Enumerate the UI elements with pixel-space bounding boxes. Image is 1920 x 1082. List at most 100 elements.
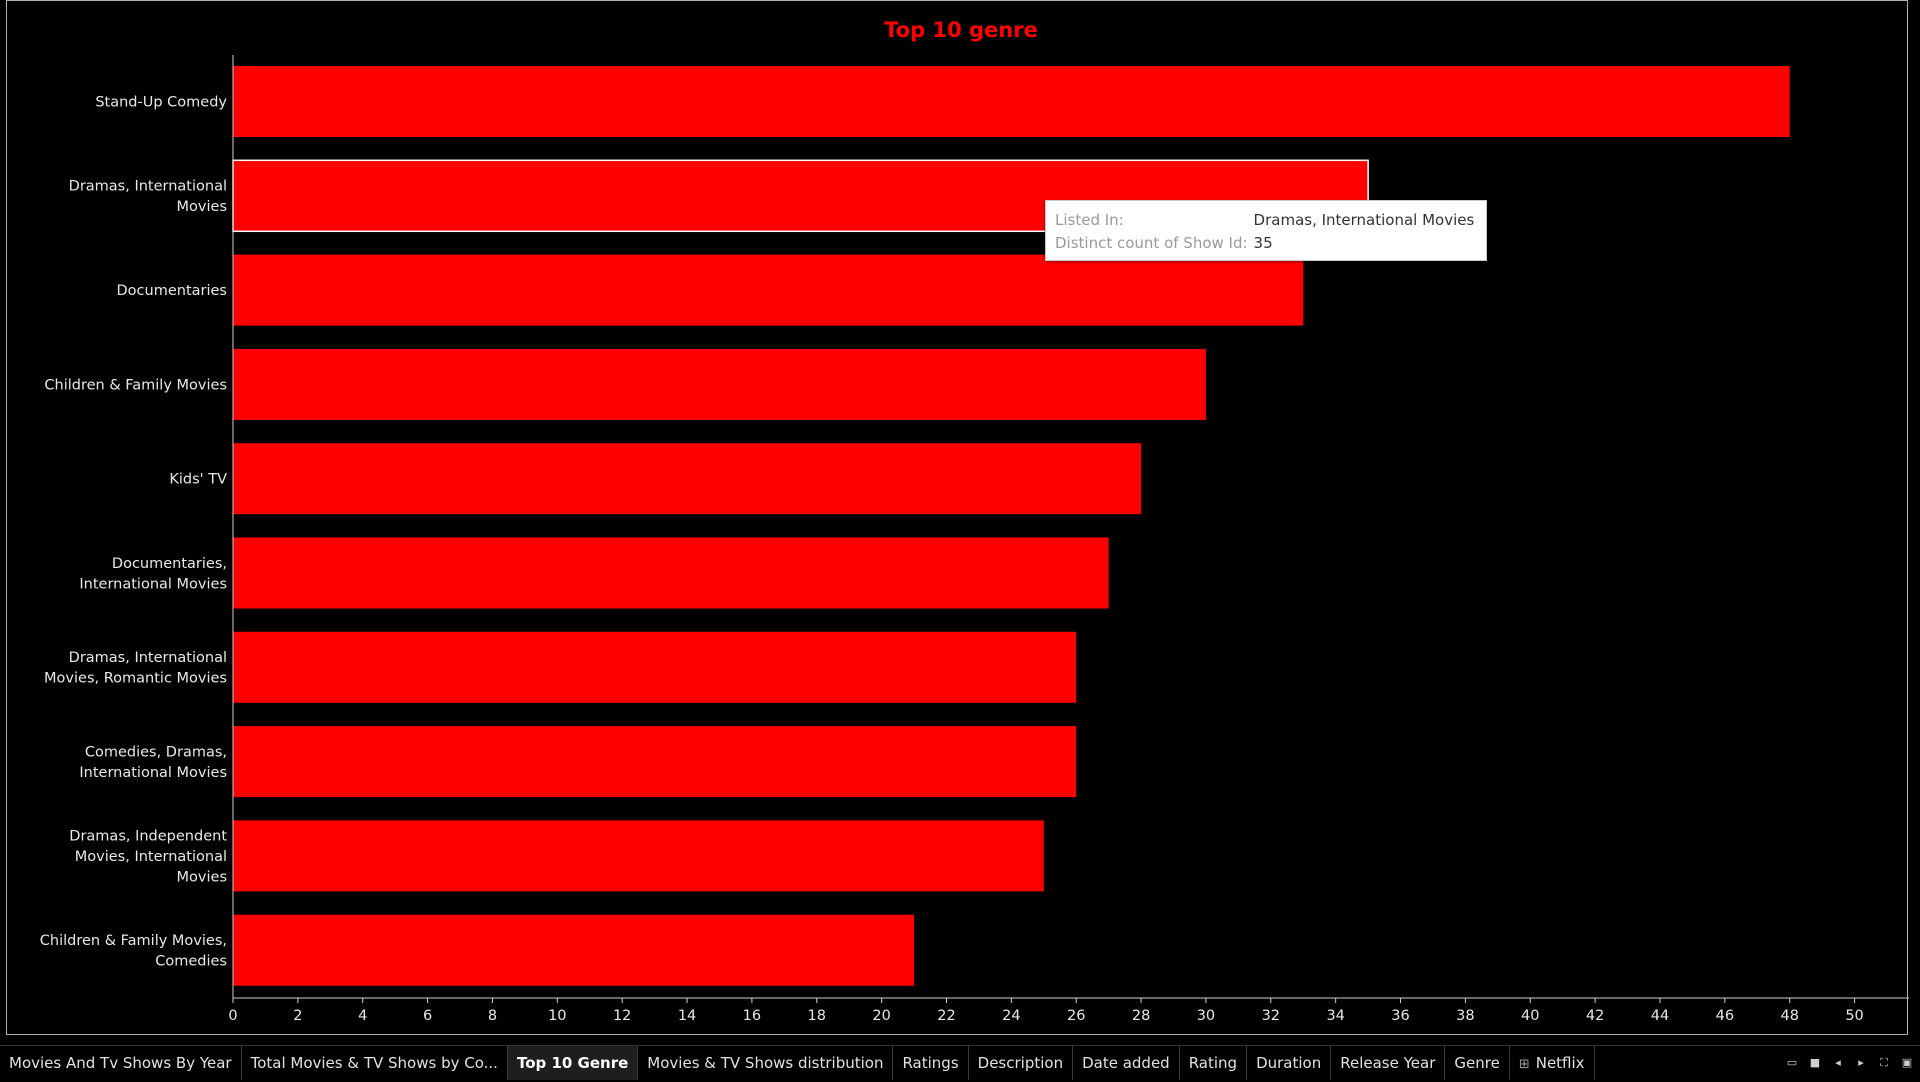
category-label-0: Stand-Up Comedy — [95, 95, 227, 111]
x-tick-label: 18 — [808, 1008, 826, 1024]
category-label-line: Movies — [177, 869, 227, 885]
category-label-7: Comedies, Dramas, International Movies — [79, 744, 227, 781]
x-tick-label: 50 — [1845, 1008, 1863, 1024]
sheet-tab-label: Total Movies & TV Shows by Co... — [250, 1054, 498, 1072]
x-tick-label: 20 — [872, 1008, 890, 1024]
bar-7[interactable] — [233, 726, 1077, 798]
tooltip-value-listed-in: Dramas, International Movies — [1253, 211, 1475, 229]
tab-bar-controls: ▭ ■ ◂ ▸ ⛶ ▣ — [1785, 1046, 1914, 1080]
x-tick-label: 2 — [293, 1008, 302, 1024]
category-label-line: Dramas, International — [69, 179, 227, 195]
bar-5[interactable] — [233, 537, 1109, 609]
category-label-3: Children & Family Movies — [44, 377, 227, 393]
category-label-line: International Movies — [79, 765, 227, 781]
category-label-line: Dramas, International — [69, 650, 227, 666]
sheet-tab-label: Release Year — [1340, 1054, 1436, 1072]
presentation-mode-icon[interactable]: ▣ — [1901, 1056, 1913, 1069]
bar-6[interactable] — [233, 631, 1077, 703]
x-tick-label: 28 — [1132, 1008, 1150, 1024]
sheet-tab-label: Date added — [1082, 1054, 1170, 1072]
bar-3[interactable] — [233, 348, 1206, 420]
previous-sheet-icon[interactable]: ◂ — [1835, 1056, 1841, 1069]
x-tick-label: 12 — [613, 1008, 631, 1024]
sheet-tab-9[interactable]: Release Year — [1331, 1046, 1446, 1080]
category-label-line: International Movies — [79, 576, 227, 592]
x-tick-label: 38 — [1456, 1008, 1474, 1024]
sheet-tab-label: Genre — [1454, 1054, 1500, 1072]
category-label-line: Documentaries — [117, 283, 227, 299]
tooltip-key-listed-in: Listed In: — [1055, 211, 1124, 229]
bar-4[interactable] — [233, 443, 1142, 515]
x-tick-label: 48 — [1780, 1008, 1798, 1024]
category-label-9: Children & Family Movies, Comedies — [40, 933, 227, 970]
tooltip-value-distinct-count: 35 — [1253, 234, 1273, 252]
sheet-tab-label: Movies & TV Shows distribution — [647, 1054, 884, 1072]
sheet-tab-label: Top 10 Genre — [516, 1054, 629, 1072]
x-tick-label: 24 — [1002, 1008, 1020, 1024]
next-sheet-icon[interactable]: ▸ — [1858, 1056, 1864, 1069]
dashboard-grid-icon: ⊞ — [1518, 1057, 1530, 1072]
bar-0[interactable] — [233, 66, 1790, 137]
x-tick-label: 30 — [1197, 1008, 1215, 1024]
category-label-line: Documentaries, — [112, 556, 227, 572]
category-label-5: Documentaries, International Movies — [79, 556, 227, 593]
category-label-line: Children & Family Movies, — [40, 933, 227, 949]
x-tick-label: 46 — [1716, 1008, 1734, 1024]
sheet-tab-1[interactable]: Total Movies & TV Shows by Co... — [242, 1046, 508, 1080]
sheet-tab-label: Duration — [1256, 1054, 1322, 1072]
x-tick-label: 44 — [1651, 1008, 1669, 1024]
bar-9[interactable] — [233, 914, 915, 986]
x-tick-label: 16 — [743, 1008, 761, 1024]
x-tick-label: 22 — [937, 1008, 955, 1024]
category-label-line: Movies — [177, 199, 227, 215]
sheet-tab-8[interactable]: Duration — [1247, 1046, 1332, 1080]
sheet-tab-7[interactable]: Rating — [1180, 1046, 1248, 1080]
category-label-line: Dramas, Independent — [69, 828, 227, 844]
category-label-line: Comedies — [155, 953, 227, 969]
x-tick-label: 0 — [228, 1008, 237, 1024]
sheet-tab-3[interactable]: Movies & TV Shows distribution — [638, 1046, 894, 1080]
x-tick-label: 4 — [358, 1008, 367, 1024]
sheet-tab-6[interactable]: Date added — [1073, 1046, 1180, 1080]
sheet-tab-label: Ratings — [902, 1054, 959, 1072]
sheet-tab-label: Movies And Tv Shows By Year — [9, 1054, 232, 1072]
bar-8[interactable] — [233, 820, 1044, 892]
sheet-tab-10[interactable]: Genre — [1445, 1046, 1510, 1080]
show-filmstrip-icon[interactable]: ▭ — [1786, 1056, 1798, 1069]
category-label-line: Movies, Romantic Movies — [44, 671, 227, 687]
x-tick-label: 34 — [1326, 1008, 1344, 1024]
sheet-tab-label: Description — [977, 1054, 1064, 1072]
x-tick-label: 10 — [548, 1008, 566, 1024]
bar-tooltip: Listed In: Dramas, International Movies … — [1045, 200, 1488, 261]
x-tick-label: 14 — [678, 1008, 696, 1024]
category-label-1: Dramas, International Movies — [69, 179, 227, 216]
x-tick-label: 8 — [488, 1008, 497, 1024]
chart-title: Top 10 genre — [884, 18, 1038, 42]
sheet-tab-5[interactable]: Description — [969, 1046, 1074, 1080]
x-tick-label: 42 — [1586, 1008, 1604, 1024]
sheet-tab-11[interactable]: ⊞ Netflix — [1510, 1046, 1595, 1080]
sheet-tab-0[interactable]: Movies And Tv Shows By Year — [0, 1046, 242, 1080]
category-label-line: Children & Family Movies — [44, 377, 227, 393]
chart-frame: Top 10 genre 0 2 4 6 8 10 12 14 16 18 20 22 24 26 28 30… — [6, 0, 1909, 1035]
category-label-line: Movies, International — [75, 849, 227, 865]
x-tick-label: 40 — [1521, 1008, 1539, 1024]
sheet-tabs: Movies And Tv Shows By Year Total Movies … — [0, 1046, 1595, 1080]
category-label-line: Kids' TV — [169, 472, 227, 488]
x-tick-label: 36 — [1391, 1008, 1409, 1024]
x-tick-label: 26 — [1067, 1008, 1085, 1024]
sheet-tab-bar: Movies And Tv Shows By Year Total Movies … — [0, 1045, 1920, 1080]
x-tick-label: 6 — [423, 1008, 432, 1024]
category-label-line: Comedies, Dramas, — [85, 744, 227, 760]
sheet-tab-2[interactable]: Top 10 Genre — [507, 1046, 639, 1080]
sheet-tab-label: Netflix — [1535, 1054, 1585, 1072]
category-label-line: Stand-Up Comedy — [95, 95, 227, 111]
sheet-tab-4[interactable]: Ratings — [893, 1046, 969, 1080]
fullscreen-icon[interactable]: ⛶ — [1880, 1056, 1888, 1069]
tooltip-key-distinct-count: Distinct count of Show Id: — [1055, 234, 1248, 252]
bar-chart: Top 10 genre 0 2 4 6 8 10 12 14 16 18 20 22 24 26 28 30… — [40, 18, 1909, 1024]
sheet-tab-label: Rating — [1188, 1054, 1238, 1072]
x-tick-label: 32 — [1262, 1008, 1280, 1024]
show-tabs-icon[interactable]: ■ — [1809, 1056, 1821, 1069]
bar-2[interactable] — [233, 254, 1304, 326]
